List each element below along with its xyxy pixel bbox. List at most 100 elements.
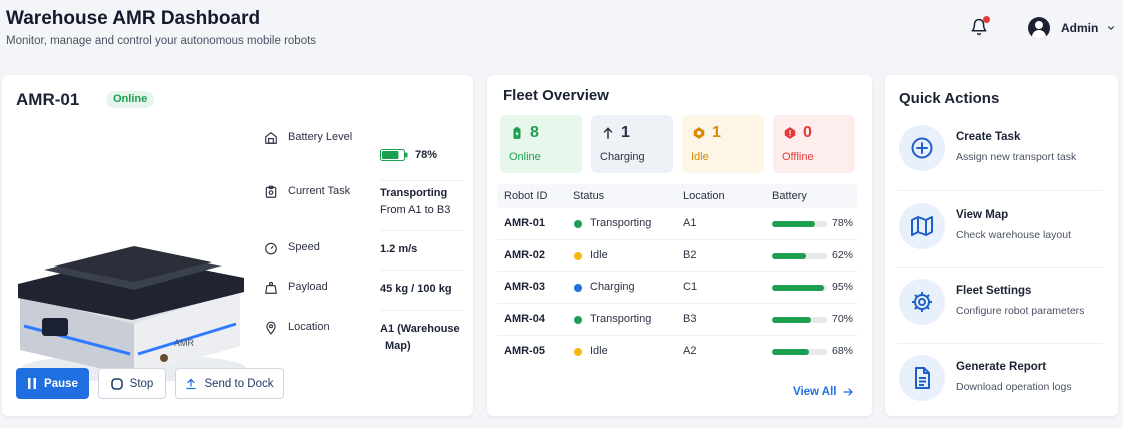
gear-icon — [899, 279, 945, 325]
send-to-dock-button[interactable]: Send to Dock — [175, 368, 284, 399]
user-name: Admin — [1061, 21, 1099, 35]
action-description: Assign new transport task — [956, 151, 1077, 163]
stat-label: Idle — [691, 151, 709, 163]
stat-label: Offline — [782, 151, 814, 163]
divider — [380, 230, 464, 231]
spec-value-group: Transporting From A1 to B3 — [380, 185, 450, 219]
robot-id: AMR-05 — [504, 345, 545, 357]
notification-bell-icon[interactable] — [970, 18, 988, 36]
column-header: Robot ID — [504, 190, 548, 202]
robot-id: AMR-04 — [504, 313, 545, 325]
section-title: Quick Actions — [899, 90, 1000, 107]
column-header: Location — [683, 190, 725, 202]
battery-bar — [772, 285, 827, 291]
stat-idle[interactable]: 1 Idle — [682, 115, 764, 173]
pause-button[interactable]: Pause — [16, 368, 89, 399]
table-row[interactable]: AMR-04 Transporting B3 70% — [497, 304, 857, 336]
divider — [380, 310, 464, 311]
robot-location: B2 — [683, 249, 697, 261]
table-row[interactable]: AMR-05 Idle A2 68% — [497, 336, 857, 368]
status-dot — [574, 252, 582, 260]
robot-status: Transporting — [590, 217, 652, 229]
table-row[interactable]: AMR-01 Transporting A1 78% — [497, 208, 857, 240]
stat-label: Charging — [600, 151, 645, 163]
robot-location: B3 — [683, 313, 697, 325]
battery-icon — [380, 149, 408, 161]
robot-name: AMR-01 — [16, 90, 80, 109]
battery-bar — [772, 221, 827, 227]
pause-icon — [28, 378, 37, 389]
document-icon — [899, 355, 945, 401]
robot-status: Transporting — [590, 313, 652, 325]
user-menu[interactable]: Admin — [1028, 16, 1116, 40]
arrow-right-icon — [843, 388, 854, 396]
battery-bar-fill — [772, 317, 811, 323]
divider — [380, 180, 464, 181]
divider — [897, 190, 1103, 191]
spec-label: Current Task — [288, 185, 351, 197]
idle-icon — [693, 127, 705, 139]
stat-count: 1 — [621, 124, 630, 141]
action-name: Fleet Settings — [956, 285, 1032, 297]
robot-status: Idle — [590, 249, 608, 261]
spec-value: Transporting — [380, 187, 448, 199]
battery-bar-fill — [772, 285, 825, 291]
stat-online[interactable]: 8 Online — [500, 115, 582, 173]
avatar — [1028, 17, 1050, 39]
robot-location: A2 — [683, 345, 697, 357]
battery-bar — [772, 317, 827, 323]
action-name: Generate Report — [956, 361, 1047, 373]
divider — [380, 270, 464, 271]
spec-value: 78% — [415, 149, 438, 161]
battery-bar — [772, 349, 827, 355]
column-header: Status — [573, 190, 605, 202]
table-header: Robot ID Status Location Battery — [497, 184, 857, 208]
stat-charging[interactable]: 1 Charging — [591, 115, 673, 173]
home-icon — [265, 132, 277, 144]
robot-battery: 62% — [832, 249, 854, 261]
spec-label: Battery Level — [288, 131, 353, 143]
robot-location: C1 — [683, 281, 698, 293]
stat-count: 8 — [530, 124, 539, 141]
page-title: Warehouse AMR Dashboard — [6, 8, 261, 29]
view-map-action[interactable]: View Map Check warehouse layout — [897, 197, 1103, 257]
battery-icon — [513, 127, 521, 139]
robot-battery: 78% — [832, 217, 854, 229]
fleet-overview-card: Fleet Overview 8 Online 1 Charging 1 Idl… — [487, 75, 872, 416]
page-subtitle: Monitor, manage and control your autonom… — [6, 35, 317, 47]
status-dot — [574, 316, 582, 324]
table-row[interactable]: AMR-02 Idle B2 62% — [497, 240, 857, 272]
status-dot — [574, 220, 582, 228]
chevron-down-icon — [1108, 26, 1115, 30]
spec-label: Payload — [288, 281, 328, 293]
robot-battery: 68% — [832, 345, 854, 357]
clipboard-icon — [265, 185, 277, 198]
battery-bar — [772, 253, 827, 259]
generate-report-action[interactable]: Generate Report Download operation logs — [897, 349, 1103, 409]
notification-dot — [983, 16, 990, 23]
action-name: Create Task — [956, 131, 1021, 143]
spec-battery: Battery Level 78% — [264, 131, 464, 179]
table-row[interactable]: AMR-03 Charging C1 95% — [497, 272, 857, 304]
view-all-link[interactable]: View All — [793, 386, 854, 398]
create-task-action[interactable]: Create Task Assign new transport task — [897, 119, 1103, 179]
robot-battery: 70% — [832, 313, 854, 325]
battery-bar-fill — [772, 221, 815, 227]
offline-icon — [784, 127, 796, 139]
weight-icon — [265, 281, 277, 294]
view-all-label: View All — [793, 386, 837, 398]
robot-id: AMR-01 — [504, 217, 545, 229]
location-pin-icon — [266, 321, 276, 335]
status-dot — [574, 348, 582, 356]
section-title: Fleet Overview — [503, 87, 609, 104]
fleet-settings-action[interactable]: Fleet Settings Configure robot parameter… — [897, 273, 1103, 333]
spec-label: Speed — [288, 241, 320, 253]
robot-battery: 95% — [832, 281, 854, 293]
pause-label: Pause — [44, 377, 78, 390]
arrow-up-icon — [603, 127, 613, 139]
spec-value: 45 kg / 100 kg — [380, 283, 452, 295]
upload-icon — [186, 378, 197, 389]
stop-button[interactable]: Stop — [98, 368, 166, 399]
stat-offline[interactable]: 0 Offline — [773, 115, 855, 173]
stat-count: 1 — [712, 124, 721, 141]
